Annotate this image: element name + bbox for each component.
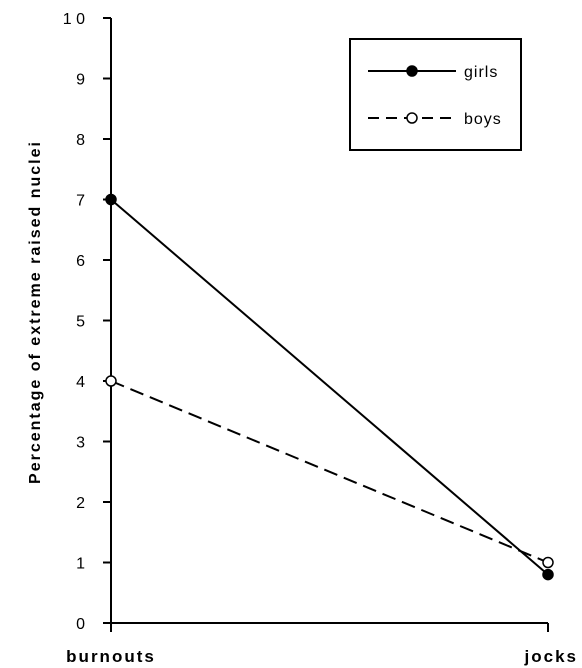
data-point-boys xyxy=(542,556,554,569)
data-point-girls xyxy=(105,193,117,206)
y-axis-ticks: 0 1 2 3 4 5 6 7 8 9 1 0 xyxy=(63,11,111,633)
x-axis-ticks: burnouts jocks xyxy=(66,623,578,666)
x-category-label: jocks xyxy=(524,647,578,666)
series-boys xyxy=(105,375,554,569)
y-tick-label: 3 xyxy=(76,435,85,452)
y-tick-label: 4 xyxy=(76,374,85,391)
legend-girls-marker xyxy=(406,65,418,77)
legend-boys-label: boys xyxy=(464,111,502,128)
series-line-girls xyxy=(110,198,549,576)
y-tick-label: 8 xyxy=(76,132,85,149)
y-tick-label: 9 xyxy=(76,72,85,89)
y-tick-label: 7 xyxy=(76,193,85,210)
y-axis-title: Percentage of extreme raised nuclei xyxy=(27,140,44,484)
y-tick-label: 0 xyxy=(76,616,85,633)
legend-boys-marker xyxy=(406,112,418,124)
y-tick-label: 1 0 xyxy=(63,11,85,28)
y-tick-label: 5 xyxy=(76,314,85,331)
series-layer xyxy=(105,193,554,581)
series-girls xyxy=(105,193,554,581)
legend-girls-label: girls xyxy=(464,64,498,81)
y-tick-label: 1 xyxy=(76,556,85,573)
y-tick-label: 2 xyxy=(76,495,85,512)
legend: girls boys xyxy=(349,38,522,151)
x-category-label: burnouts xyxy=(66,647,156,666)
y-tick-label: 6 xyxy=(76,253,85,270)
data-point-girls xyxy=(542,568,554,581)
data-point-boys xyxy=(105,375,117,387)
series-line-boys xyxy=(110,380,549,564)
legend-box xyxy=(349,38,522,151)
